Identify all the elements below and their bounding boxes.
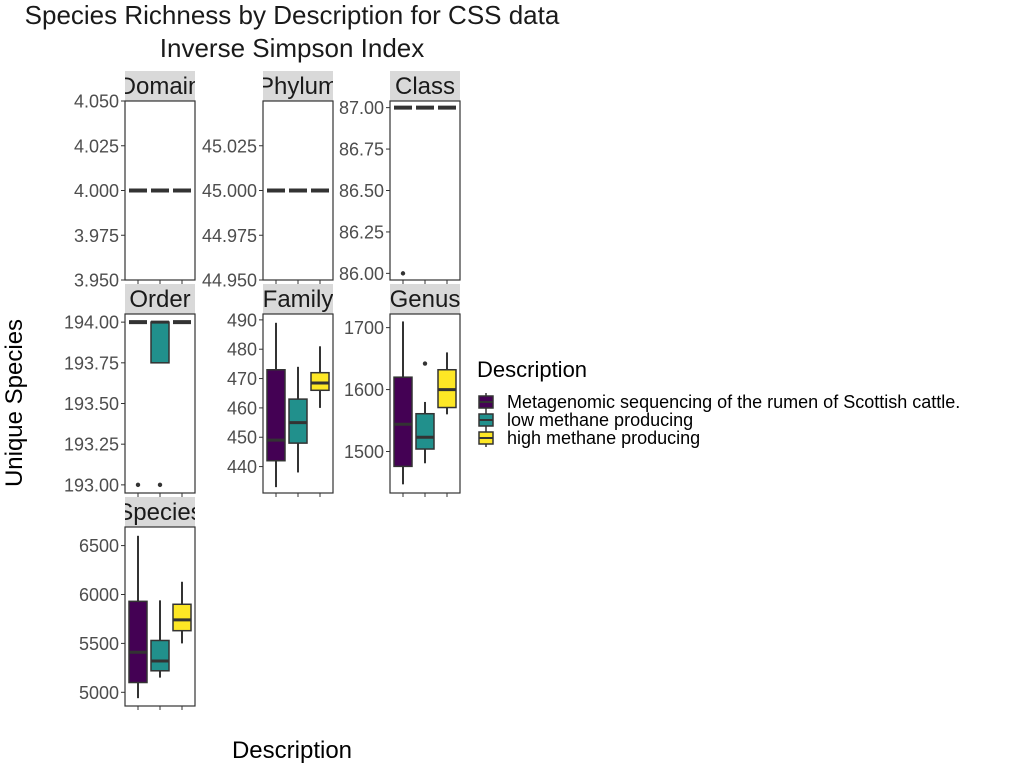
legend-label: Metagenomic sequencing of the rumen of S…: [507, 392, 960, 412]
y-tick-label: 194.00: [64, 313, 119, 333]
panel-border: [124, 313, 196, 494]
panel-background: [390, 101, 460, 280]
box-body: [172, 603, 192, 632]
panel-family: Family 490 480 470 460 450 440: [227, 284, 334, 497]
box-body: [393, 376, 413, 468]
strip-label: Order: [129, 286, 190, 313]
x-axis-title: Description: [232, 737, 352, 764]
box-1: [266, 322, 286, 488]
y-tick-label: 5500: [79, 634, 119, 654]
y-tick-label: 45.025: [202, 136, 257, 156]
y-tick-label: 86.00: [339, 264, 384, 284]
panel-order: Order 194.00 193.75 193.50 193.25 193.00: [64, 284, 196, 497]
y-tick-label: 45.000: [202, 181, 257, 201]
box-1: [129, 320, 147, 488]
box-2: [150, 320, 170, 488]
box-1: [393, 321, 413, 485]
legend-label: low methane producing: [507, 410, 693, 430]
y-tick-label: 1500: [344, 442, 384, 462]
y-tick-label: 490: [227, 310, 257, 330]
outlier-point: [422, 361, 428, 366]
outlier-point: [157, 482, 163, 488]
y-tick-label: 1700: [344, 318, 384, 338]
y-tick-label: 193.50: [64, 394, 119, 414]
y-tick-label: 440: [227, 457, 257, 477]
outlier-point: [135, 482, 141, 488]
legend-key-3: [478, 429, 494, 447]
legend: Description Metagenomic sequencing of th…: [477, 357, 960, 448]
y-tick-label: 86.50: [339, 181, 384, 201]
outlier-point: [400, 271, 406, 276]
box-2: [415, 361, 435, 464]
box-body: [415, 412, 435, 450]
strip-label: Genus: [390, 286, 461, 313]
strip-background: [125, 284, 195, 314]
legend-key-2: [478, 411, 494, 429]
panel-border: [389, 100, 461, 281]
panel-border: [124, 526, 196, 707]
y-tick-label: 193.00: [64, 475, 119, 495]
y-tick-label: 4.025: [74, 136, 119, 156]
y-tick-label: 4.000: [74, 181, 119, 201]
y-tick-label: 86.25: [339, 222, 384, 242]
y-tick-label: 86.75: [339, 140, 384, 160]
strip-background: [390, 71, 460, 101]
legend-title: Description: [477, 357, 587, 382]
strip-label: Phylum: [258, 73, 338, 100]
chart-subtitle: Inverse Simpson Index: [160, 33, 424, 63]
y-tick-label: 1600: [344, 380, 384, 400]
y-tick-label: 193.75: [64, 353, 119, 373]
strip-background: [263, 71, 333, 101]
y-tick-label: 44.950: [202, 271, 257, 291]
box-body: [266, 369, 286, 462]
panel-genus: Genus 1700 1600 1500: [344, 284, 461, 497]
y-tick-label: 193.25: [64, 435, 119, 455]
box-3: [437, 352, 457, 415]
strip-background: [390, 284, 460, 314]
panel-border: [262, 313, 334, 494]
box-3: [310, 346, 330, 408]
strip-background: [263, 284, 333, 314]
box-body: [150, 321, 170, 364]
strip-background: [125, 497, 195, 527]
y-tick-label: 460: [227, 398, 257, 418]
strip-background: [125, 71, 195, 101]
legend-label: high methane producing: [507, 428, 700, 448]
y-tick-label: 3.950: [74, 271, 119, 291]
strip-label: Species: [117, 499, 202, 526]
box-2: [150, 600, 170, 678]
legend-key-1: [478, 393, 494, 411]
box-2: [288, 366, 308, 473]
y-tick-label: 87.00: [339, 98, 384, 118]
y-tick-label: 6000: [79, 585, 119, 605]
chart-title: Species Richness by Description for CSS …: [25, 0, 560, 30]
panel-border: [124, 100, 196, 281]
panel-species: Species 6500 6000 5500 5000: [79, 497, 202, 710]
y-tick-label: 450: [227, 428, 257, 448]
panel-border: [389, 313, 461, 494]
y-tick-label: 4.050: [74, 92, 119, 112]
box-3: [172, 581, 192, 644]
y-tick-label: 470: [227, 369, 257, 389]
box-1: [394, 105, 412, 276]
y-tick-label: 3.975: [74, 226, 119, 246]
panel-class: Class 87.00 86.75 86.50 86.25 86.00: [339, 71, 461, 284]
y-tick-label: 5000: [79, 683, 119, 703]
y-tick-label: 6500: [79, 536, 119, 556]
y-tick-label: 480: [227, 340, 257, 360]
box-1: [128, 535, 148, 699]
strip-label: Class: [395, 73, 455, 100]
box-body: [150, 639, 170, 672]
panel-phylum: Phylum 45.025 45.000 44.975 44.950: [202, 71, 338, 291]
panel-border: [262, 100, 334, 281]
box-body: [128, 600, 148, 684]
strip-label: Domain: [119, 73, 202, 100]
y-axis-title: Unique Species: [1, 319, 28, 487]
y-tick-label: 44.975: [202, 226, 257, 246]
strip-label: Family: [263, 286, 334, 313]
